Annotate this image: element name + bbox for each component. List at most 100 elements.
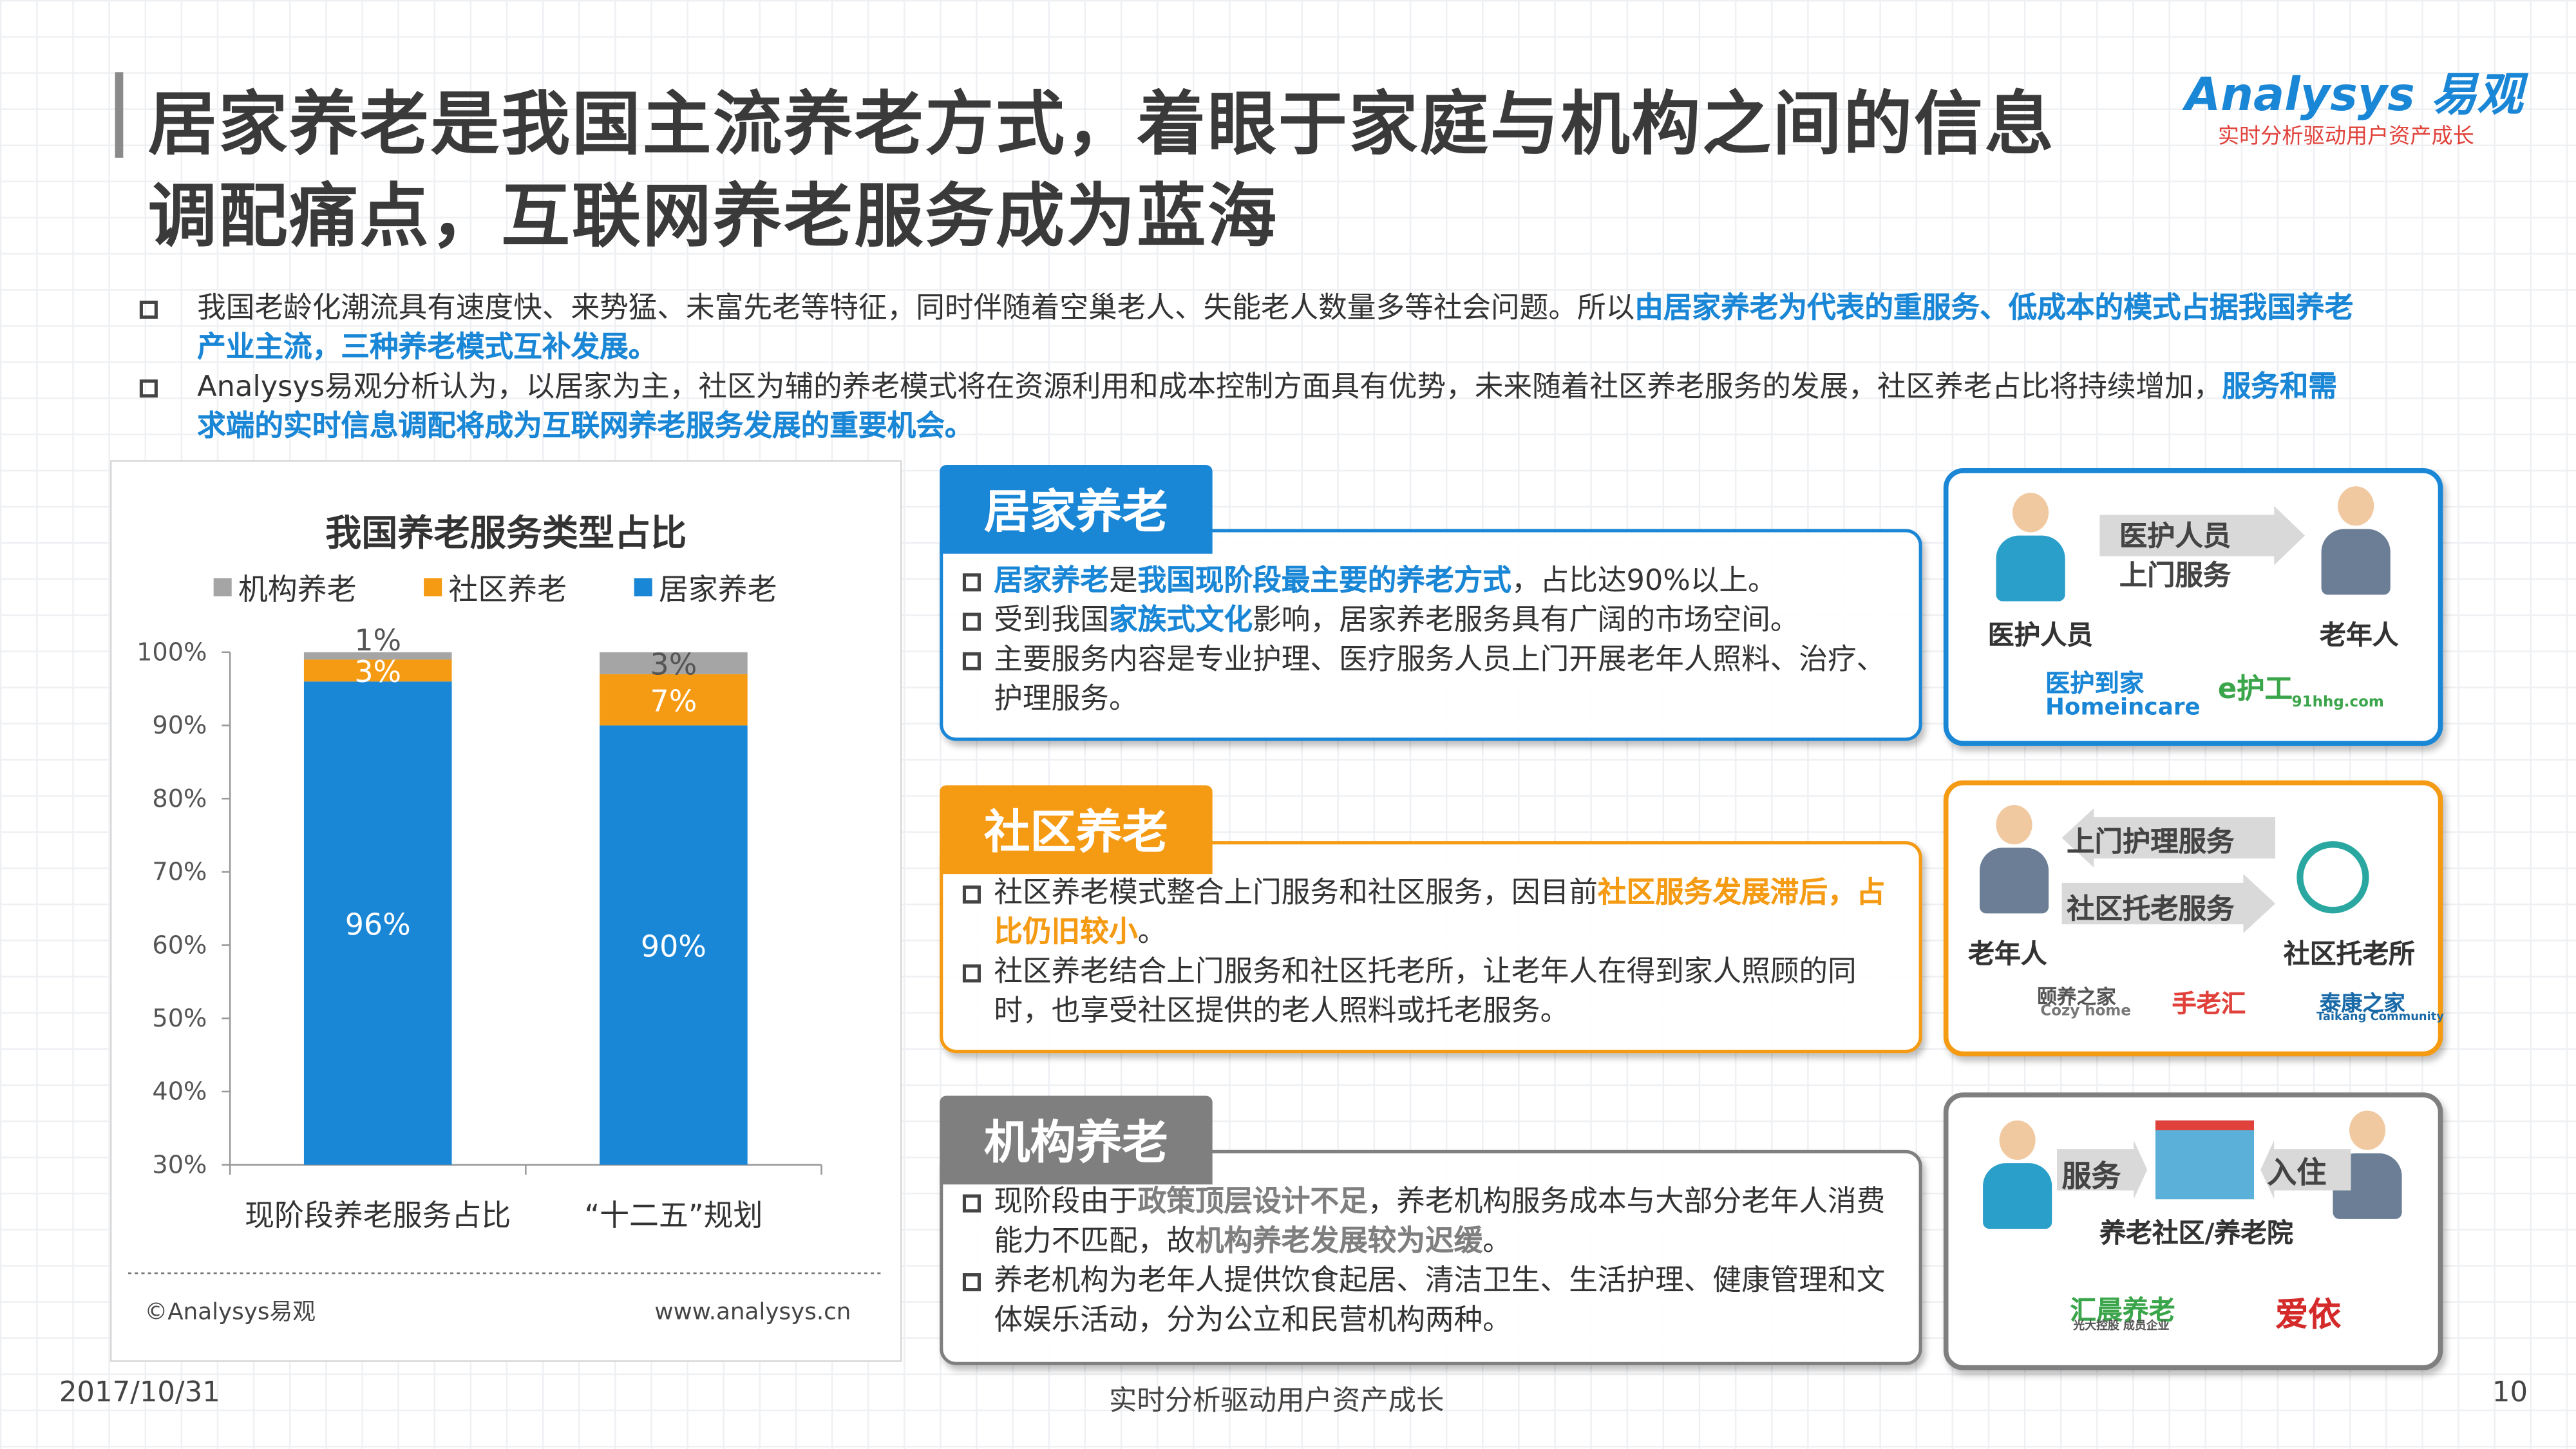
text-run: 政策顶层设计不足 [1137,1186,1368,1219]
chart-source: ©Analysys易观 [144,1298,315,1325]
y-tick-label: 50% [152,1004,207,1033]
logo-slogan: 实时分析驱动用户资产成长 [2217,124,2474,150]
text-run: 。 [1482,1226,1511,1259]
person-head [2012,493,2049,533]
arrow [2260,1140,2351,1200]
page-number: 10 [2492,1376,2528,1410]
footer-slogan: 实时分析驱动用户资产成长 [1108,1385,1444,1418]
text-run: 。 [1137,916,1167,950]
text-run: ，养老机构服务成本与大部分老年人消费能力不匹配，故 [994,1186,1886,1259]
chart-title: 我国养老服务类型占比 [325,513,687,554]
logo: Analysys 易观 [2184,67,2523,122]
bar-segment [600,725,748,1165]
arrow [2099,506,2306,565]
person-body [1979,848,2049,914]
legend-swatch [213,578,232,597]
x-tick-label: 现阶段养老服务占比 [245,1198,511,1233]
person-body [1996,535,2065,601]
section-box [940,841,1922,1054]
partner-logo: 医护到家 [2045,668,2145,699]
section-bullet: 养老机构为老年人提供饮食起居、清洁卫生、生活护理、健康管理和文体娱乐活动，分为公… [994,1262,1900,1340]
partner-logo: 颐养之家 [2037,985,2116,1009]
text-run: 养老机构为老年人提供饮食起居、清洁卫生、生活护理、健康管理和文体娱乐活动，分为公… [994,1265,1886,1338]
section-bullet: 受到我国家族式文化影响，居家养老服务具有广阔的市场空间。 [994,601,1900,641]
diagram-label: 上门护理服务 [2067,826,2235,860]
legend-label: 居家养老 [659,572,777,607]
bullet-icon [139,300,158,319]
y-tick-label: 100% [137,638,207,667]
value-label: 7% [650,684,697,719]
bullet-icon [962,964,981,983]
text-run: 是 [1108,565,1138,598]
text-run: 我国老龄化潮流具有速度快、来势猛、未富先老等特征，同时伴随着空巢老人、失能老人数… [197,292,1635,326]
wheelchair [2297,841,2369,914]
chart-website: www.analysys.cn [654,1298,851,1325]
legend-swatch [424,578,442,597]
text-run: 由居家养老为代表的重服务、低成本的模式占据我国养老产业主流，三种养老模式互补发展… [197,292,2354,365]
diagram-label: 社区托老服务 [2067,893,2235,927]
bullet-icon [139,379,158,398]
value-label: 3% [650,647,697,682]
value-label: 90% [641,929,706,963]
section-box [940,529,1922,741]
section-tab: 居家养老 [940,464,1213,554]
partner-logo: e护工 [2217,673,2293,706]
text-run: 家族式文化 [1108,604,1253,638]
partner-logo: 爱依 [2275,1294,2342,1334]
partner-logo: 汇晨养老 [2070,1294,2175,1326]
diagram-label: 上门服务 [2119,560,2231,593]
arrow [2061,808,2276,867]
text-run: 现阶段由于 [994,1186,1138,1219]
text-run: 机构养老发展较为迟缓 [1195,1226,1483,1259]
text-run: ，占比达90%以上。 [1511,565,1777,598]
person-head [1999,1120,2036,1160]
partner-logo: Homeincare [2045,695,2201,721]
text-run: 主要服务内容是专业护理、医疗服务人员上门开展老年人照料、治疗、护理服务。 [994,643,1886,717]
arrow [2056,1140,2148,1200]
bullet-icon [962,885,981,904]
diagram-label: 入住 [2267,1156,2327,1191]
text-run: Analysys易观分析认为，以居家为主，社区为辅的养老模式将在资源利用和成本控… [197,371,2222,404]
section-tab: 机构养老 [940,1095,1213,1185]
y-tick-label: 40% [152,1077,207,1106]
arrow [2061,874,2276,933]
text-run: 居家养老 [994,565,1109,598]
bar-segment [303,681,452,1165]
y-tick-label: 60% [152,931,207,960]
y-tick-label: 90% [152,711,207,740]
y-tick-label: 70% [152,858,207,887]
partner-logo: 光大控股 成员企业 [2073,1319,2170,1332]
bullet-icon [962,1273,981,1292]
section-tab: 社区养老 [940,785,1213,875]
section-bullet: 社区养老模式整合上门服务和社区服务，因目前社区服务发展滞后，占比仍旧较小。 [994,874,1900,952]
title-bar [115,72,124,158]
section-bullet: 社区养老结合上门服务和社区托老所，让老年人在得到家人照顾的同时，也享受社区提供的… [994,953,1900,1032]
diagram-label: 老年人 [1968,938,2047,970]
bar-segment [303,652,452,660]
text-run: 社区养老模式整合上门服务和社区服务，因目前 [994,877,1598,911]
intro-paragraph: 我国老龄化潮流具有速度快、来势猛、未富先老等特征，同时伴随着空巢老人、失能老人数… [197,289,2365,368]
y-tick-label: 30% [152,1150,207,1179]
diagram-label: 社区托老所 [2283,938,2416,970]
text-run: 社区服务发展滞后，占比仍旧较小 [994,877,1886,950]
person-body [1983,1163,2052,1229]
text-run: 我国现阶段最主要的养老方式 [1137,565,1511,598]
value-label: 96% [345,907,411,942]
bar-segment [303,659,452,682]
y-tick-label: 80% [152,784,207,813]
bullet-icon [962,573,981,592]
partner-logo: Cozy home [2040,1003,2131,1021]
person-body [2321,529,2391,595]
value-label: 3% [354,654,401,689]
text-run: 受到我国 [994,604,1109,638]
section-bullet: 现阶段由于政策顶层设计不足，养老机构服务成本与大部分老年人消费能力不匹配，故机构… [994,1183,1900,1262]
partner-logo: 91hhg.com [2291,695,2384,712]
bullet-icon [962,1194,981,1213]
intro-paragraph: Analysys易观分析认为，以居家为主，社区为辅的养老模式将在资源利用和成本控… [197,368,2365,446]
legend-label: 机构养老 [238,572,357,607]
legend-swatch [634,578,652,597]
x-tick-label: “十二五”规划 [584,1198,762,1233]
bar-segment [600,674,748,726]
